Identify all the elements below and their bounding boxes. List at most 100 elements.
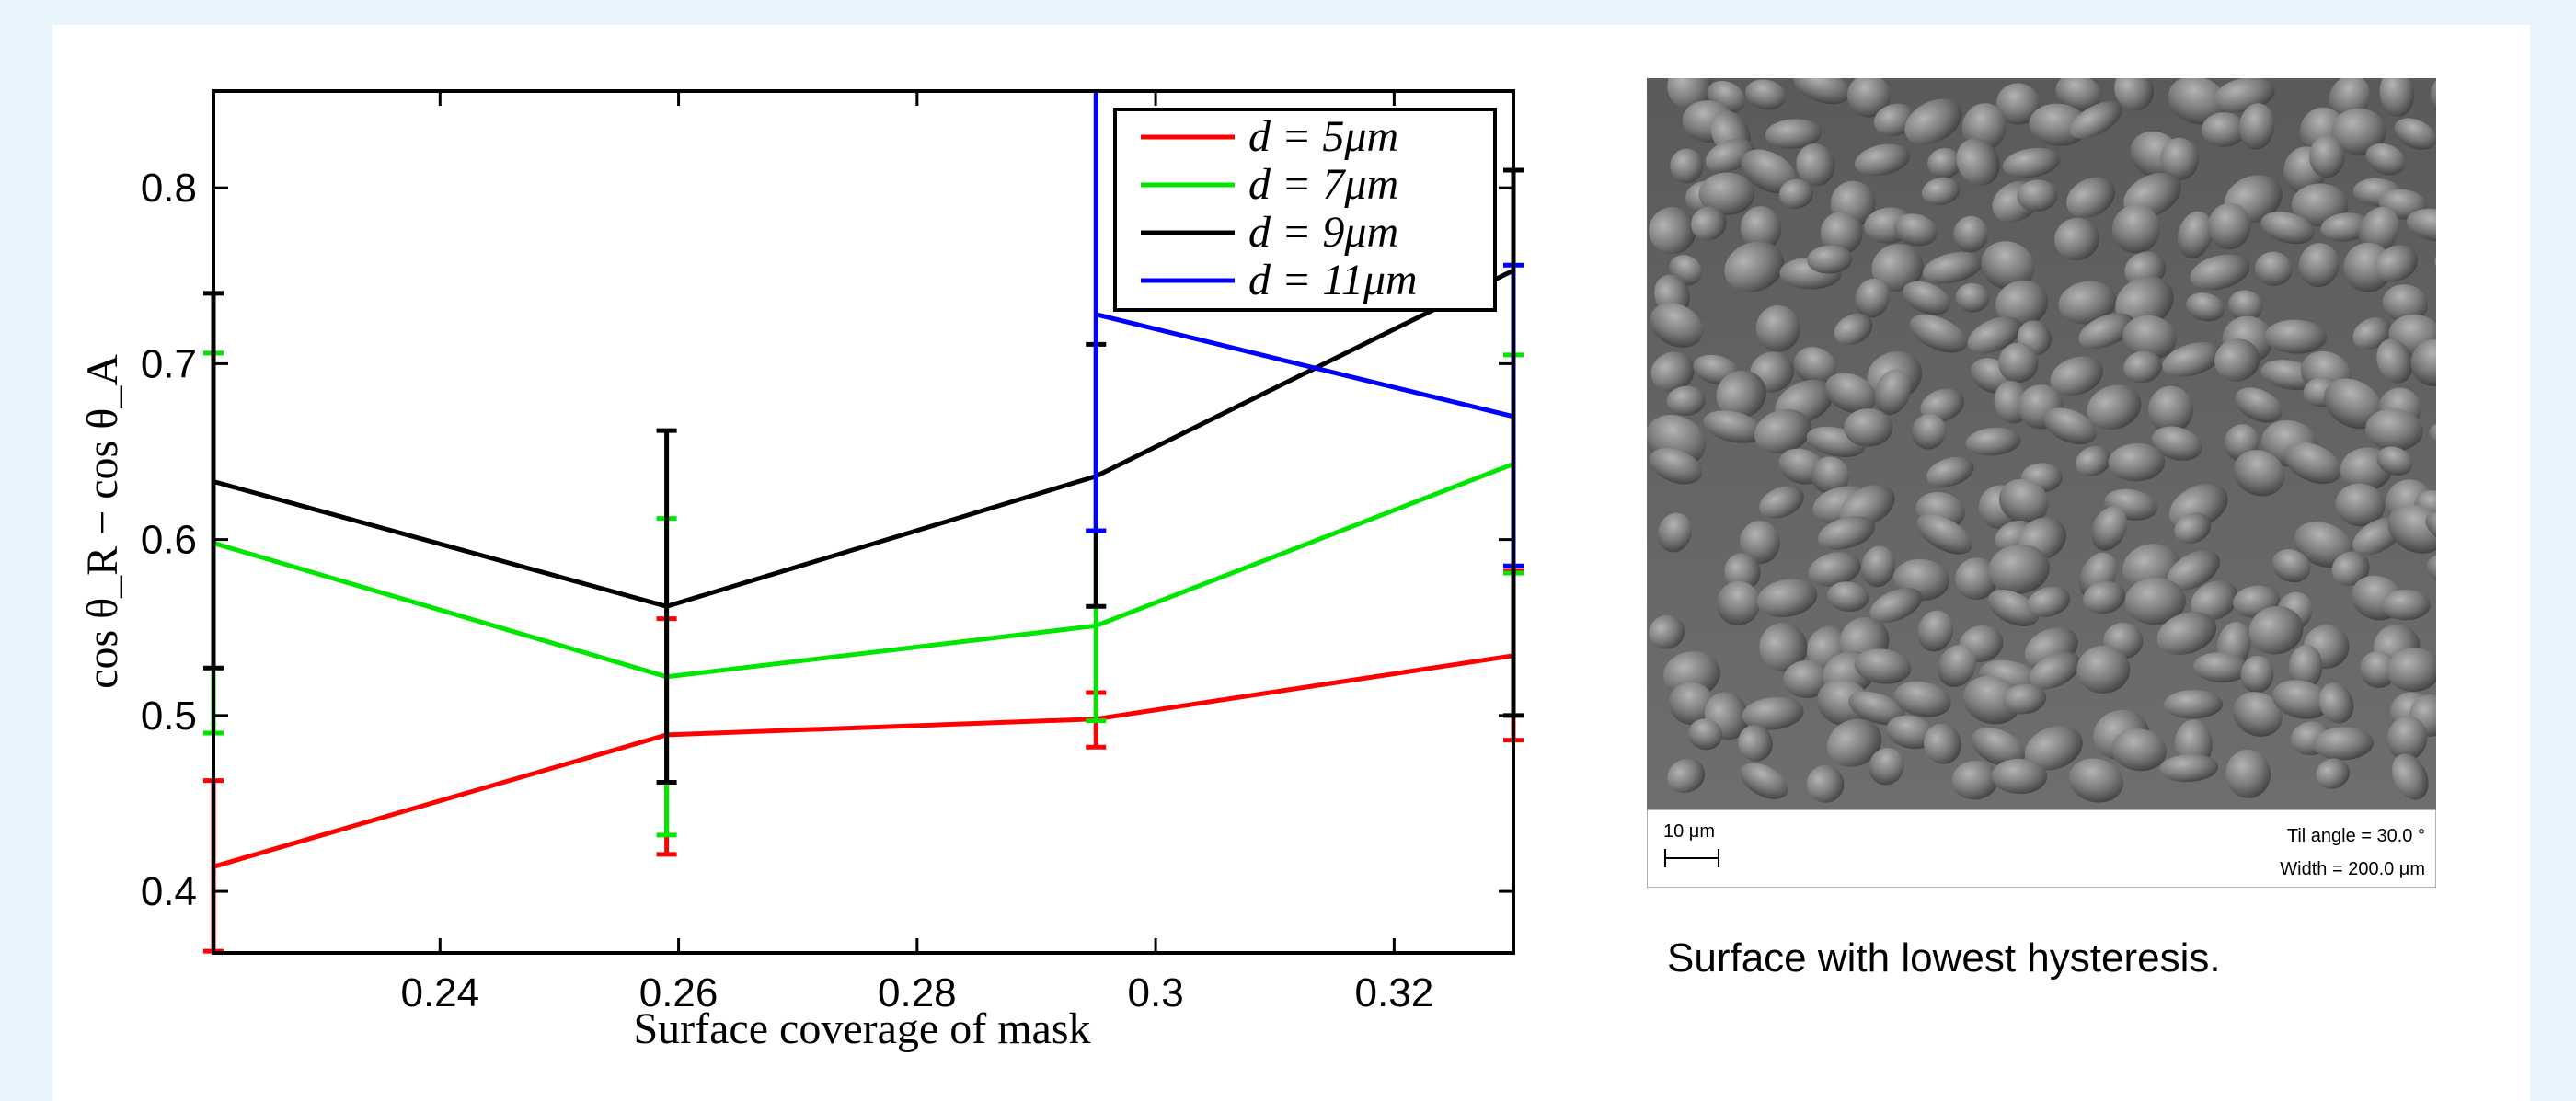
surface-grain	[1854, 143, 1911, 177]
surface-grain	[1911, 414, 1947, 450]
surface-grain	[1688, 718, 1723, 751]
surface-grain	[1998, 478, 2049, 524]
x-tick-label: 0.28	[878, 970, 957, 1015]
image-caption: Surface with lowest hysteresis.	[1667, 935, 2221, 981]
surface-grain	[2156, 612, 2217, 656]
surface-grain	[2233, 692, 2283, 737]
surface-grain	[1904, 98, 1962, 145]
surface-grain	[1826, 581, 1869, 613]
surface-grain	[1756, 579, 1818, 617]
surface-grain	[1808, 552, 1861, 587]
surface-grain	[1844, 408, 1893, 447]
surface-grain	[2260, 212, 2315, 245]
surface-grain	[1650, 303, 1704, 348]
surface-grain	[2068, 758, 2124, 803]
surface-grain	[1663, 650, 1720, 698]
surface-grain	[1955, 557, 1998, 601]
x-tick-label: 0.26	[639, 970, 719, 1015]
surface-grain	[1724, 241, 1785, 292]
surface-grain	[2228, 290, 2263, 322]
surface-grain	[1991, 758, 2048, 795]
plot-frame	[212, 89, 1515, 955]
surface-grain	[1965, 427, 2021, 456]
surface-grain	[2043, 407, 2097, 445]
x-axis-label: Surface coverage of mask	[633, 1004, 1090, 1053]
surface-grain	[1854, 648, 1912, 684]
surface-grain	[2066, 177, 2116, 218]
surface-grain	[1987, 590, 2039, 626]
surface-grain	[1739, 521, 1781, 565]
legend-entry: d = 7μm	[1248, 160, 1398, 209]
surface-grain	[2070, 101, 2122, 139]
surface-grain	[1971, 728, 2026, 767]
series-line-4	[1095, 312, 1514, 419]
surface-grain	[1740, 206, 1782, 251]
surface-grain	[2271, 549, 2311, 583]
surface-grain	[1816, 679, 1870, 727]
surface-grain	[2078, 313, 2134, 349]
surface-grain	[1793, 347, 1837, 385]
surface-grain	[2352, 316, 2392, 350]
surface-grain	[2168, 78, 2227, 125]
legend-entry: d = 5μm	[1248, 112, 1398, 161]
surface-grain	[1924, 723, 1961, 764]
surface-grain	[2313, 727, 2374, 761]
surface-grain	[1956, 138, 2000, 186]
surface-grain	[1811, 456, 1850, 495]
surface-grain	[2191, 580, 2238, 621]
surface-grain	[1922, 251, 1984, 284]
surface-grain	[2316, 758, 2350, 789]
surface-grain	[1955, 282, 1990, 313]
surface-grain	[1995, 280, 2049, 327]
surface-grain	[1848, 691, 1906, 726]
surface-grain	[1995, 83, 2041, 125]
y-tick-label: 0.7	[141, 341, 197, 386]
surface-grain	[1927, 147, 1962, 178]
surface-grain	[1698, 172, 1755, 216]
surface-grain	[2358, 206, 2399, 254]
surface-grain	[1871, 244, 1924, 292]
surface-grain	[1741, 149, 1797, 194]
info-bar	[1647, 809, 2436, 888]
surface-grain	[2264, 319, 2327, 354]
surface-grain	[1869, 588, 1923, 624]
surface-grain	[1754, 408, 1811, 454]
surface-grain	[1921, 177, 1961, 206]
surface-grain	[2207, 202, 2251, 250]
surface-grain	[1855, 278, 1890, 318]
surface-grain	[1893, 681, 1951, 717]
surface-grain	[1666, 385, 1706, 417]
surface-grain	[2115, 276, 2174, 328]
surface-grain	[1724, 553, 1761, 591]
surface-grain	[2111, 204, 2160, 254]
x-tick-label: 0.24	[400, 970, 479, 1015]
surface-grain	[1793, 78, 1850, 105]
hysteresis-chart: 0.24 0.26 0.28 0.3 0.32 0.4 0.5 0.6 0.7 0.8 d = 5…	[78, 89, 1524, 1053]
surface-grain	[1670, 148, 1704, 184]
surface-grain	[2392, 753, 2429, 800]
surface-grain	[2233, 450, 2285, 497]
surface-grain	[2002, 147, 2061, 178]
surface-grain	[1998, 342, 2039, 384]
content-panel: 0.24 0.26 0.28 0.3 0.32 0.4 0.5 0.6 0.7 0.8 d = 5…	[52, 25, 2530, 1101]
surface-grain	[2324, 378, 2383, 430]
surface-grain	[1667, 78, 1713, 111]
surface-grain	[2029, 651, 2081, 690]
surface-grain	[1742, 696, 1804, 730]
image-width-label: Width = 200.0 μm	[2280, 859, 2425, 879]
surface-grain	[1806, 765, 1845, 803]
surface-grain	[2240, 655, 2274, 694]
surface-grain	[2309, 135, 2345, 178]
y-tick-label: 0.6	[141, 518, 197, 563]
y-axis-label: cos θ_R − cos θ_A	[78, 354, 127, 689]
surface-grain	[2162, 341, 2223, 377]
surface-grain	[1716, 580, 1761, 626]
surface-features	[1647, 78, 2436, 803]
series-line-3	[213, 268, 1515, 609]
surface-grain	[2376, 446, 2413, 476]
surface-grain	[1903, 281, 1951, 315]
surface-grain	[1909, 315, 1968, 353]
scale-bar-label: 10 μm	[1663, 821, 1715, 842]
surface-grain	[2331, 551, 2370, 586]
